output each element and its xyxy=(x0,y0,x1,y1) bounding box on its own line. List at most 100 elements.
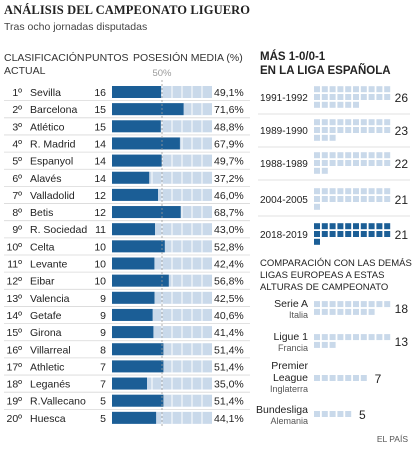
match-square xyxy=(329,341,336,348)
match-square xyxy=(360,188,367,195)
team-points: 16 xyxy=(94,87,106,99)
match-square xyxy=(368,152,375,159)
match-square xyxy=(345,231,352,237)
match-square xyxy=(337,223,344,230)
team-position: 9º xyxy=(12,224,22,236)
match-square xyxy=(321,119,328,126)
team-name: Huesca xyxy=(30,413,66,425)
team-points: 14 xyxy=(94,138,106,150)
match-square xyxy=(353,127,359,133)
match-square xyxy=(321,160,328,166)
fifty-percent-label: 50% xyxy=(152,68,172,79)
league-country: Francia xyxy=(278,343,308,353)
league-country: Inglaterra xyxy=(270,384,308,394)
match-square xyxy=(368,196,375,202)
match-square xyxy=(376,231,383,237)
match-square xyxy=(353,231,359,237)
match-square xyxy=(321,301,328,308)
match-square xyxy=(337,301,344,308)
match-square xyxy=(345,86,352,93)
match-square xyxy=(376,119,383,126)
match-square xyxy=(376,127,383,133)
match-square xyxy=(384,160,391,166)
possession-value: 43,0% xyxy=(214,224,244,236)
possession-value: 42,5% xyxy=(214,293,244,305)
match-square xyxy=(337,308,344,315)
match-square xyxy=(321,334,328,341)
header-puntos: PUNTOS xyxy=(85,52,129,64)
team-position: 13º xyxy=(6,293,22,305)
match-square xyxy=(337,411,344,417)
team-name: Athletic xyxy=(30,361,64,373)
match-square xyxy=(360,196,367,202)
match-square xyxy=(345,188,352,195)
match-square xyxy=(314,196,320,202)
match-square xyxy=(376,152,383,159)
match-square xyxy=(360,334,367,341)
possession-value: 51,4% xyxy=(214,344,244,356)
possession-value: 51,4% xyxy=(214,361,244,373)
match-square xyxy=(384,94,391,100)
league-name: Ligue 1 xyxy=(274,331,309,343)
match-square xyxy=(353,101,359,108)
match-square xyxy=(329,375,336,381)
chart-title: ANÁLISIS DEL CAMPEONATO LIGUERO xyxy=(4,3,251,17)
team-position: 16º xyxy=(6,344,22,356)
match-square xyxy=(329,308,336,315)
team-points: 8 xyxy=(100,344,106,356)
comparison-title-2: LIGAS EUROPEAS A ESTAS xyxy=(260,270,384,281)
team-name: Betis xyxy=(30,207,53,219)
possession-bar xyxy=(112,360,164,373)
possession-value: 40,6% xyxy=(214,310,244,322)
match-square xyxy=(337,160,344,166)
possession-value: 51,4% xyxy=(214,396,244,408)
match-square xyxy=(321,86,328,93)
team-position: 15º xyxy=(6,327,22,339)
possession-bar xyxy=(112,154,162,167)
match-square xyxy=(314,203,320,210)
season-label: 1991-1992 xyxy=(260,93,308,104)
match-square xyxy=(345,375,352,381)
match-square xyxy=(345,127,352,133)
possession-value: 42,4% xyxy=(214,259,244,271)
team-name: Valladolid xyxy=(30,190,75,202)
match-square xyxy=(321,375,328,381)
team-points: 15 xyxy=(94,104,106,116)
match-square xyxy=(368,127,375,133)
team-position: 10º xyxy=(6,241,22,253)
match-square xyxy=(368,160,375,166)
team-points: 15 xyxy=(94,121,106,133)
match-square xyxy=(368,188,375,195)
match-square xyxy=(360,231,367,237)
team-position: 1º xyxy=(12,87,22,99)
possession-bar xyxy=(112,308,153,321)
team-points: 12 xyxy=(94,190,106,202)
match-square xyxy=(376,94,383,100)
team-points: 10 xyxy=(94,276,106,288)
team-position: 3º xyxy=(12,121,22,133)
possession-bar xyxy=(112,257,155,270)
team-name: R.Vallecano xyxy=(30,396,86,408)
possession-bar xyxy=(112,240,165,253)
team-points: 14 xyxy=(94,173,106,185)
season-count: 22 xyxy=(395,157,409,171)
match-square xyxy=(345,334,352,341)
match-square xyxy=(345,119,352,126)
match-square xyxy=(384,119,391,126)
match-square xyxy=(345,160,352,166)
team-position: 5º xyxy=(12,156,22,168)
team-name: Espanyol xyxy=(30,156,73,168)
team-position: 6º xyxy=(12,173,22,185)
match-square xyxy=(314,231,320,237)
right-title-2: EN LA LIGA ESPAÑOLA xyxy=(260,64,391,77)
match-square xyxy=(376,160,383,166)
match-square xyxy=(329,86,336,93)
team-name: Atlético xyxy=(30,121,65,133)
team-points: 11 xyxy=(95,224,106,236)
possession-bar xyxy=(112,103,184,116)
possession-bar xyxy=(112,274,169,287)
league-count: 13 xyxy=(395,335,409,349)
match-square xyxy=(345,94,352,100)
possession-value: 71,6% xyxy=(214,104,244,116)
